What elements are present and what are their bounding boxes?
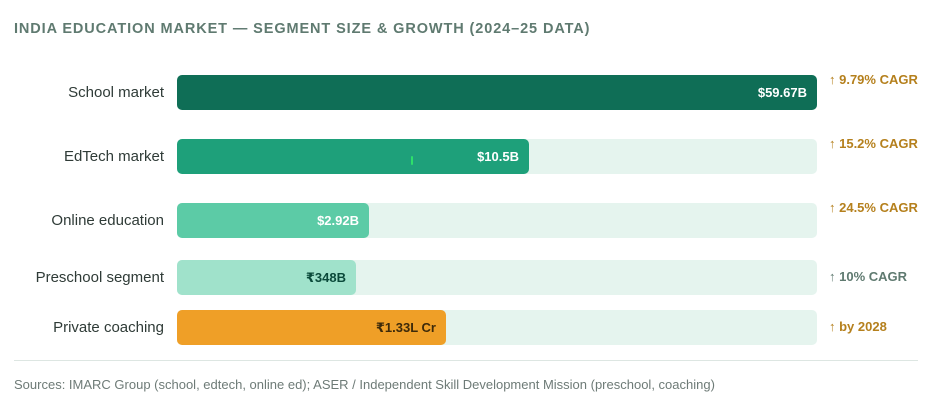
bar-track: $2.92B xyxy=(177,203,817,238)
bar-value-label: $59.67B xyxy=(757,85,807,100)
bar: $59.67B xyxy=(177,75,817,110)
growth-label: ↑ 9.79% CAGR xyxy=(829,72,918,87)
bar: $2.92B xyxy=(177,203,369,238)
bar-value-label: $10.5B xyxy=(477,149,519,164)
bar-value-label: ₹1.33L Cr xyxy=(375,319,436,335)
growth-label: ↑ 10% CAGR xyxy=(829,269,908,284)
bar-value-label: ₹348B xyxy=(305,269,346,285)
sources-note: Sources: IMARC Group (school, edtech, on… xyxy=(14,377,715,392)
category-label: EdTech market xyxy=(63,148,164,165)
bar: ₹1.33L Cr xyxy=(177,310,446,345)
growth-label: ↑ 15.2% CAGR xyxy=(829,136,918,151)
bar-value-label: $2.92B xyxy=(317,213,359,228)
growth-label: ↑ by 2028 xyxy=(829,319,887,334)
marker-tick xyxy=(411,156,413,165)
bar: $10.5B xyxy=(177,139,529,174)
divider xyxy=(14,360,918,361)
category-label: Online education xyxy=(51,212,164,229)
category-label: Private coaching xyxy=(53,319,164,336)
bar-track: ₹348B xyxy=(177,260,817,295)
bar: ₹348B xyxy=(177,260,356,295)
bar-track: ₹1.33L Cr xyxy=(177,310,817,345)
growth-label: ↑ 24.5% CAGR xyxy=(829,200,918,215)
category-label: School market xyxy=(68,84,164,101)
bar-track: $10.5B xyxy=(177,139,817,174)
category-label: Preschool segment xyxy=(35,269,164,286)
bar-track: $59.67B xyxy=(177,75,817,110)
chart-title: INDIA EDUCATION MARKET — SEGMENT SIZE & … xyxy=(14,21,591,37)
